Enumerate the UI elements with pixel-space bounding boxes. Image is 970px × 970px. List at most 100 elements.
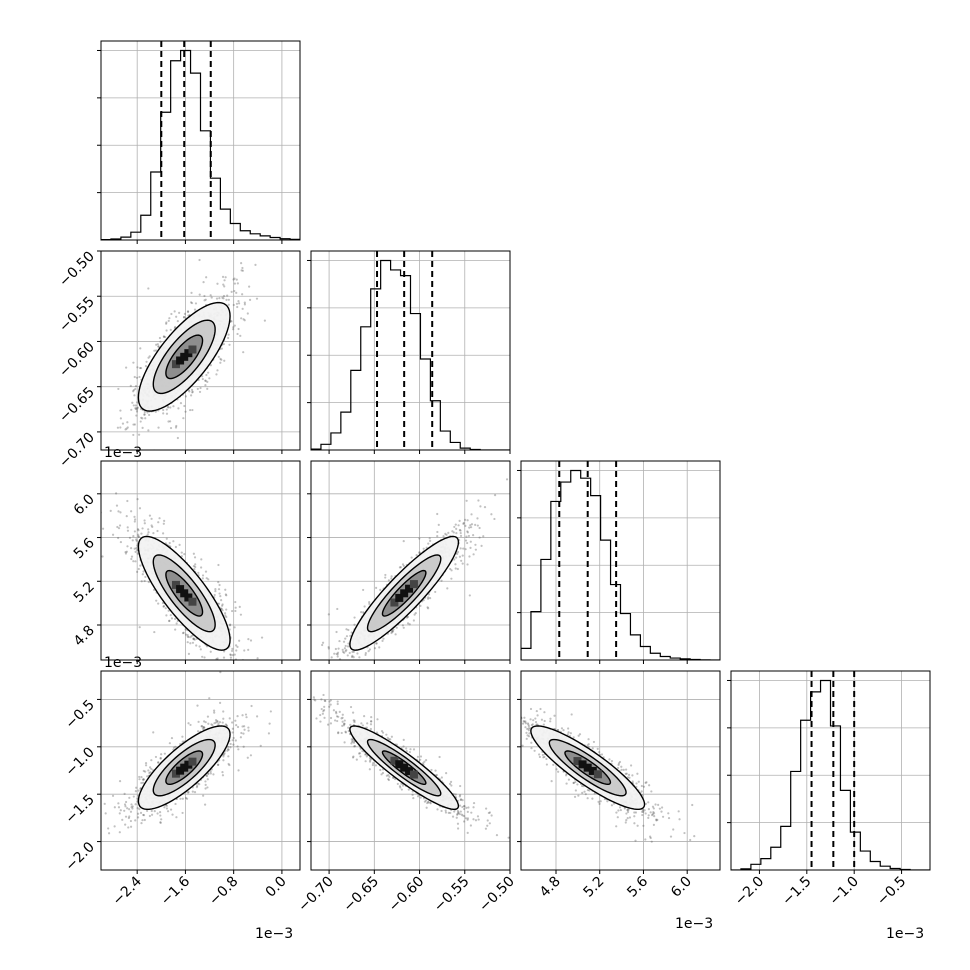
scatter-point bbox=[165, 804, 169, 807]
scatter-point bbox=[201, 377, 204, 381]
scatter-point bbox=[164, 335, 167, 339]
scatter-point bbox=[468, 555, 471, 558]
scatter-point bbox=[218, 720, 222, 724]
scatter-point bbox=[163, 519, 166, 522]
scatter-point bbox=[130, 555, 134, 558]
scatter-point bbox=[232, 303, 235, 307]
scatter-point bbox=[234, 606, 237, 609]
scatter-point bbox=[333, 678, 335, 680]
scatter-point bbox=[226, 749, 229, 752]
scatter-point bbox=[375, 642, 378, 645]
scatter-point bbox=[144, 575, 147, 579]
scatter-point bbox=[229, 653, 232, 657]
scatter-point bbox=[391, 629, 395, 633]
scatter-point bbox=[119, 511, 122, 514]
scatter-point bbox=[336, 651, 340, 654]
scatter-point bbox=[201, 655, 204, 658]
scatter-point bbox=[184, 633, 188, 636]
scatter-point bbox=[146, 411, 149, 414]
scatter-point bbox=[469, 524, 472, 527]
scatter-point bbox=[131, 539, 134, 542]
scatter-point bbox=[196, 730, 200, 733]
scatter-point bbox=[203, 726, 206, 729]
scatter-point bbox=[169, 614, 172, 617]
scatter-point bbox=[358, 656, 361, 659]
scatter-point bbox=[402, 564, 406, 568]
scatter-point bbox=[154, 755, 158, 759]
scatter-point bbox=[457, 524, 460, 527]
scatter-point bbox=[240, 269, 243, 272]
scatter-point bbox=[217, 763, 220, 766]
scatter-point bbox=[459, 534, 463, 537]
scatter-point bbox=[142, 813, 146, 817]
scatter-point bbox=[183, 312, 186, 315]
scatter-point bbox=[192, 564, 196, 568]
scatter-point bbox=[373, 647, 377, 650]
scatter-point bbox=[170, 312, 173, 316]
scatter-point bbox=[189, 636, 192, 639]
scatter-point bbox=[459, 531, 462, 535]
scatter-point bbox=[132, 388, 135, 392]
scatter-point bbox=[231, 647, 234, 650]
scatter-point bbox=[375, 642, 378, 645]
scatter-point bbox=[223, 650, 226, 653]
scatter-point bbox=[133, 547, 136, 550]
scatter-point bbox=[243, 661, 245, 663]
scatter-point bbox=[217, 563, 220, 567]
scatter-point bbox=[204, 379, 207, 382]
scatter-point bbox=[345, 635, 349, 638]
scatter-point bbox=[226, 748, 230, 751]
scatter-point bbox=[223, 279, 226, 282]
scatter-point bbox=[160, 818, 163, 821]
scatter-point bbox=[198, 390, 202, 394]
scatter-point bbox=[133, 375, 136, 379]
scatter-point bbox=[132, 534, 135, 538]
scatter-point bbox=[167, 406, 170, 409]
scatter-point bbox=[126, 421, 129, 424]
scatter-point bbox=[467, 534, 471, 538]
scatter-point bbox=[155, 599, 158, 602]
scatter-point bbox=[229, 653, 232, 656]
scatter-point bbox=[132, 390, 135, 393]
scatter-point bbox=[186, 310, 190, 313]
scatter-point bbox=[113, 806, 116, 809]
scatter-point bbox=[427, 607, 430, 610]
scatter-point bbox=[119, 540, 122, 544]
scatter-point bbox=[352, 650, 355, 653]
scatter-point bbox=[136, 549, 139, 552]
scatter-point bbox=[139, 366, 143, 370]
scatter-point bbox=[449, 567, 452, 571]
scatter-point bbox=[350, 679, 352, 681]
density-core bbox=[390, 580, 418, 607]
scatter-point bbox=[168, 619, 171, 623]
scatter-point bbox=[134, 803, 137, 806]
scatter-point bbox=[352, 655, 355, 659]
scatter-point bbox=[464, 518, 467, 521]
scatter-point bbox=[216, 763, 220, 766]
scatter-point bbox=[201, 375, 204, 378]
scatter-point bbox=[227, 298, 230, 301]
scatter-point bbox=[135, 786, 138, 789]
scatter-point bbox=[162, 412, 165, 415]
scatter-point bbox=[116, 525, 119, 529]
scatter-point bbox=[456, 567, 459, 571]
scatter-point bbox=[165, 614, 168, 617]
scatter-point bbox=[119, 409, 122, 412]
scatter-point bbox=[466, 563, 469, 566]
scatter-point bbox=[124, 552, 128, 555]
scatter-point bbox=[390, 630, 394, 633]
scatter-point bbox=[126, 526, 129, 529]
scatter-point bbox=[143, 818, 146, 822]
scatter-point bbox=[221, 603, 224, 606]
scatter-point bbox=[413, 613, 416, 616]
scatter-point bbox=[165, 321, 168, 324]
scatter-point bbox=[493, 494, 497, 497]
scatter-point bbox=[107, 827, 110, 830]
scatter-point bbox=[136, 366, 139, 369]
scatter-point bbox=[245, 716, 248, 719]
scatter-point bbox=[151, 525, 154, 528]
scatter-point bbox=[186, 633, 189, 637]
scatter-point bbox=[258, 685, 260, 687]
scatter-point bbox=[115, 504, 119, 507]
